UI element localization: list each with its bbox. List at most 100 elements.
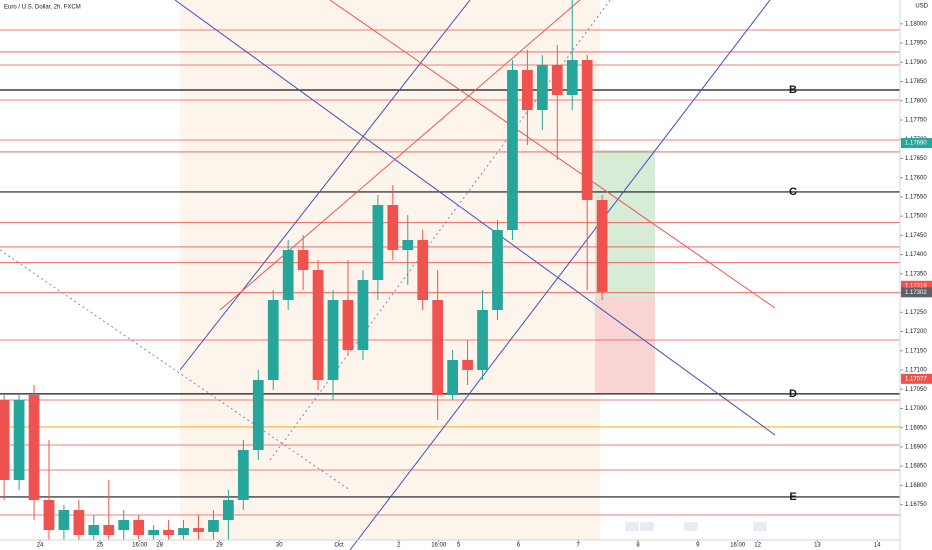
price-label: 1.17690 xyxy=(905,141,927,147)
trend-line xyxy=(174,0,776,436)
candle-body xyxy=(267,300,279,380)
trend-line xyxy=(179,0,471,371)
candle-body xyxy=(596,200,608,292)
price-label: 1.17077 xyxy=(905,376,927,382)
currency: USD xyxy=(915,4,928,10)
candle-body xyxy=(88,525,100,535)
candle-body xyxy=(118,520,130,530)
chart-title: Euro / U.S. Dollar, 2h, FXCM xyxy=(4,5,81,11)
candle-body xyxy=(193,528,204,532)
x-tick-label: 7 xyxy=(577,543,581,549)
y-tick-label: 1.17650 xyxy=(905,156,927,162)
price-label-box xyxy=(901,287,932,298)
stop-zone xyxy=(595,297,655,393)
price-axis xyxy=(900,0,932,550)
key-level-label: D xyxy=(789,388,797,400)
event-badges xyxy=(625,522,767,531)
y-tick-label: 1.17500 xyxy=(905,214,927,220)
y-tick-label: 1.17950 xyxy=(905,41,927,47)
x-tick-label: 24 xyxy=(37,543,44,549)
x-tick-label: Oct xyxy=(334,543,344,549)
x-tick-label: 16:00 xyxy=(431,543,447,549)
candle-body xyxy=(536,65,548,110)
y-tick-label: 1.16750 xyxy=(905,502,927,508)
y-tick-label: 1.17150 xyxy=(905,348,927,354)
x-tick-label: 16:00 xyxy=(132,543,148,549)
candle-body xyxy=(73,510,85,535)
x-tick-label: 29 xyxy=(216,543,223,549)
key-level-label: E xyxy=(789,491,796,503)
candle-body xyxy=(417,240,429,300)
trend-line xyxy=(219,0,581,311)
event-badge xyxy=(684,522,698,531)
x-tick-label: 12 xyxy=(754,543,761,549)
candle-body xyxy=(297,250,309,270)
candle-body xyxy=(342,300,354,350)
x-tick-label: 5 xyxy=(457,543,461,549)
x-tick-label: 9 xyxy=(696,543,700,549)
candle-body xyxy=(312,270,324,380)
y-tick-label: 1.17200 xyxy=(905,329,927,335)
key-level-label: C xyxy=(789,186,797,198)
y-tick-label: 1.18000 xyxy=(905,21,927,27)
x-tick-label: 2 xyxy=(397,543,401,549)
y-tick-label: 1.17000 xyxy=(905,406,927,412)
y-tick-label: 1.16900 xyxy=(905,445,927,451)
price-label: 1.17302 xyxy=(905,290,927,296)
candle-body xyxy=(13,400,25,480)
trend-line xyxy=(0,249,351,491)
trend-line xyxy=(329,0,776,309)
x-tick-label: 14 xyxy=(874,543,881,549)
x-tick-label: 8 xyxy=(636,543,640,549)
candle-body xyxy=(0,400,10,480)
y-tick-label: 1.17600 xyxy=(905,175,927,181)
trend-lines xyxy=(0,0,776,550)
candle-body xyxy=(551,65,563,95)
y-tick-label: 1.16850 xyxy=(905,464,927,470)
candle-body xyxy=(372,205,384,280)
y-tick-label: 1.17400 xyxy=(905,252,927,258)
candle-body xyxy=(357,280,369,350)
candle-body xyxy=(477,310,488,370)
price-label-box xyxy=(901,138,932,149)
x-tick-label: 28 xyxy=(156,543,163,549)
y-tick-label: 1.17900 xyxy=(905,60,927,66)
candle-body xyxy=(58,510,70,530)
candle-body xyxy=(462,360,473,370)
candle-body xyxy=(178,528,189,535)
y-tick-label: 1.17550 xyxy=(905,195,927,201)
price-label: 1.17319 xyxy=(905,283,927,289)
y-tick-label: 1.17850 xyxy=(905,79,927,85)
candle-body xyxy=(222,500,234,520)
candle-body xyxy=(507,70,518,230)
event-badge xyxy=(753,522,767,531)
x-tick-label: 16:00 xyxy=(730,543,746,549)
candle-body xyxy=(581,60,593,200)
candle-body xyxy=(148,530,160,535)
candle-body xyxy=(402,240,414,250)
key-level-label: B xyxy=(789,84,797,96)
y-tick-label: 1.17250 xyxy=(905,310,927,316)
candle-body xyxy=(566,60,578,95)
candle-body xyxy=(237,450,249,500)
price-label-box xyxy=(901,280,932,291)
trend-line xyxy=(349,0,771,550)
event-badge xyxy=(625,522,639,531)
x-tick-label: 30 xyxy=(276,543,283,549)
candle-body xyxy=(447,360,459,395)
candle-body xyxy=(208,520,219,532)
candle-body xyxy=(492,230,503,310)
event-badge xyxy=(640,522,654,531)
y-tick-label: 1.17450 xyxy=(905,233,927,239)
y-tick-label: 1.17100 xyxy=(905,368,927,374)
candle-body xyxy=(387,205,399,250)
candle-body xyxy=(103,525,115,535)
candle-body xyxy=(43,500,55,530)
y-tick-label: 1.16800 xyxy=(905,483,927,489)
y-tick-label: 1.17800 xyxy=(905,98,927,104)
candle-body xyxy=(522,70,533,110)
y-tick-label: 1.17350 xyxy=(905,271,927,277)
candle-body xyxy=(432,300,444,395)
